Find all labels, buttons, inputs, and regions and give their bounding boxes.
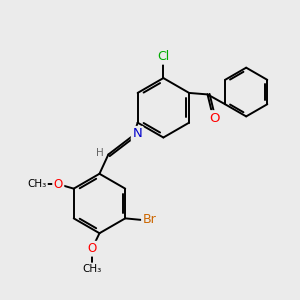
Text: H: H [96,148,103,158]
Text: N: N [132,128,142,140]
Text: CH₃: CH₃ [27,179,46,189]
Text: CH₃: CH₃ [82,264,102,274]
Text: Br: Br [143,213,157,226]
Text: O: O [210,112,220,125]
Text: Cl: Cl [157,50,170,63]
Text: O: O [87,242,97,255]
Text: O: O [54,178,63,191]
